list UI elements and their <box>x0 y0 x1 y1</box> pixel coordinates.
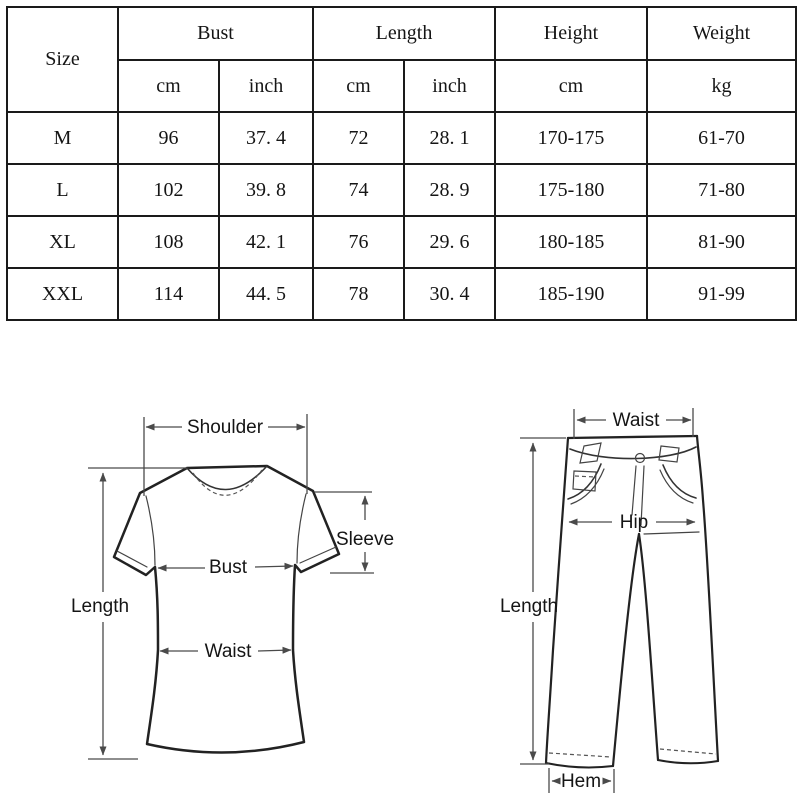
pants-left-pocket-outer <box>567 463 602 500</box>
tshirt-left-cuff-stitch <box>116 550 148 568</box>
header-cell-length: Length <box>312 6 496 61</box>
pants-left-pocket-inner <box>570 468 605 505</box>
cell-length-inch: 28. 9 <box>403 163 496 217</box>
pants-right-outer-seam <box>695 434 720 763</box>
table-row-xl: XL 108 42. 1 76 29. 6 180-185 81-90 <box>6 215 797 269</box>
header-cell-bust: Bust <box>117 6 314 61</box>
pants-right-inner-seam <box>637 532 660 762</box>
unit-cell-length-cm: cm <box>312 59 405 113</box>
pants-right-pocket-outer <box>662 464 697 499</box>
pants-belt-loop-right <box>658 445 680 463</box>
pants-right-hem-stitch <box>659 748 717 755</box>
pants-fly-line-1 <box>631 465 637 516</box>
header-cell-weight: Weight <box>646 6 797 61</box>
unit-cell-bust-inch: inch <box>218 59 314 113</box>
cell-bust-inch: 42. 1 <box>218 215 314 269</box>
tshirt-right-sleeve-seam <box>296 493 307 564</box>
tshirt-left-sleeve-seam <box>145 495 156 566</box>
hip-label: Hip <box>620 512 649 533</box>
pants-button <box>634 452 646 464</box>
cell-bust-inch: 44. 5 <box>218 267 314 321</box>
table-row-xxl: XXL 114 44. 5 78 30. 4 185-190 91-99 <box>6 267 797 321</box>
cell-size: L <box>6 163 119 217</box>
cell-bust-cm: 114 <box>117 267 220 321</box>
pants-waistband-top <box>566 434 699 440</box>
cell-length-cm: 78 <box>312 267 405 321</box>
table-row-m: M 96 37. 4 72 28. 1 170-175 61-70 <box>6 111 797 165</box>
pants-belt-loop-left <box>579 442 602 464</box>
cell-length-cm: 76 <box>312 215 405 269</box>
pants-crotch-seam <box>643 531 700 535</box>
cell-bust-cm: 102 <box>117 163 220 217</box>
tshirt-collar-stitch <box>192 469 263 496</box>
size-table: Size Bust Length Height Weight cm inch c… <box>6 6 797 321</box>
cell-weight: 81-90 <box>646 215 797 269</box>
pants-right-hem <box>657 759 719 765</box>
shirt-waist-arrow-right <box>257 646 292 654</box>
pants-right-pocket-inner <box>659 469 694 504</box>
table-header-row-groups: Size Bust Length Height Weight <box>6 6 797 113</box>
shoulder-label: Shoulder <box>187 417 264 438</box>
cell-size: M <box>6 111 119 165</box>
cell-size: XL <box>6 215 119 269</box>
cell-length-inch: 29. 6 <box>403 215 496 269</box>
cell-weight: 71-80 <box>646 163 797 217</box>
cell-bust-inch: 37. 4 <box>218 111 314 165</box>
unit-cell-weight-kg: kg <box>646 59 797 113</box>
pants-left-outer-seam <box>544 436 570 765</box>
cell-length-cm: 72 <box>312 111 405 165</box>
pants-fly-line-2 <box>640 465 645 526</box>
pants-length-label: Length <box>500 596 558 617</box>
unit-cell-bust-cm: cm <box>117 59 220 113</box>
cell-length-cm: 74 <box>312 163 405 217</box>
table-header-row-units: cm inch cm inch cm kg <box>7 59 797 113</box>
table-row-l: L 102 39. 8 74 28. 9 175-180 71-80 <box>6 163 797 217</box>
pants-left-hem-stitch <box>548 752 612 758</box>
header-cell-height: Height <box>494 6 648 61</box>
cell-height: 180-185 <box>494 215 648 269</box>
cell-size: XXL <box>6 267 119 321</box>
pants-coin-pocket-stitch <box>574 475 596 478</box>
pants-coin-pocket <box>572 470 597 492</box>
cell-height: 185-190 <box>494 267 648 321</box>
bust-arrow-right <box>254 562 294 570</box>
cell-length-inch: 30. 4 <box>403 267 496 321</box>
pants-diagram: Waist Hip Length Hem <box>500 408 720 793</box>
pants-waist-label: Waist <box>613 410 661 431</box>
unit-cell-height-cm: cm <box>494 59 648 113</box>
pants-left-hem <box>545 762 614 769</box>
pants-left-inner-seam <box>611 532 641 768</box>
cell-bust-cm: 108 <box>117 215 220 269</box>
header-cell-size: Size <box>6 6 119 113</box>
shirt-waist-label: Waist <box>205 641 253 662</box>
cell-height: 175-180 <box>494 163 648 217</box>
tshirt-collar-outer <box>186 465 268 491</box>
cell-weight: 91-99 <box>646 267 797 321</box>
bust-label: Bust <box>209 557 248 578</box>
tshirt-outline <box>112 464 341 754</box>
tshirt-right-cuff-stitch <box>299 546 337 564</box>
shirt-length-label: Length <box>71 596 129 617</box>
cell-weight: 61-70 <box>646 111 797 165</box>
sleeve-label: Sleeve <box>336 529 394 550</box>
tshirt-diagram: Shoulder Length Sleeve Bust Waist <box>71 414 394 760</box>
hem-label: Hem <box>561 771 601 792</box>
cell-length-inch: 28. 1 <box>403 111 496 165</box>
cell-bust-cm: 96 <box>117 111 220 165</box>
cell-height: 170-175 <box>494 111 648 165</box>
cell-bust-inch: 39. 8 <box>218 163 314 217</box>
pants-waistband-bottom <box>569 446 697 460</box>
unit-cell-length-inch: inch <box>403 59 496 113</box>
